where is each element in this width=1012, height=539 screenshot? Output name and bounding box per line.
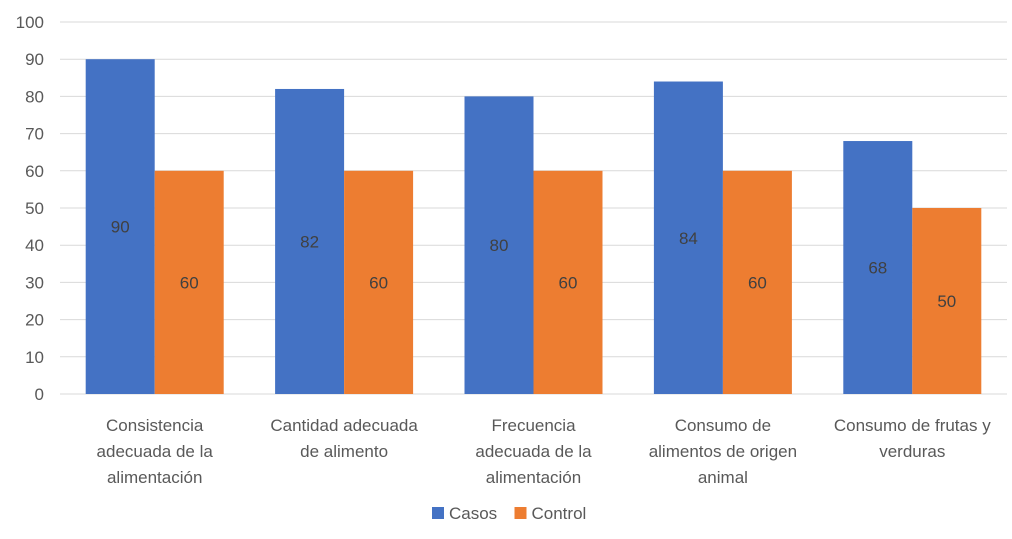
bar-casos-3	[464, 96, 534, 395]
x-axis-categories: Consistencia adecuada de la alimentación Ca…	[97, 416, 992, 487]
y-tick-label: 80	[25, 87, 44, 106]
legend-label-control: Control	[532, 504, 587, 523]
x-category-line: alimentación	[107, 468, 202, 487]
legend-label-casos: Casos	[449, 504, 497, 523]
y-tick-label: 100	[16, 13, 44, 32]
x-category-line: Consumo de	[675, 416, 771, 435]
data-label: 60	[369, 273, 388, 292]
x-category-line: alimentación	[486, 468, 581, 487]
bar-control-3	[533, 170, 603, 394]
data-label: 82	[300, 232, 319, 251]
x-category-line: verduras	[879, 442, 945, 461]
x-category-label: Cantidad adecuada de alimento	[270, 416, 418, 461]
data-label: 60	[559, 273, 578, 292]
y-tick-label: 90	[25, 50, 44, 69]
y-tick-label: 70	[25, 125, 44, 144]
y-tick-label: 30	[25, 273, 44, 292]
bar-casos-2	[275, 88, 345, 395]
legend: Casos Control	[432, 504, 586, 523]
x-category-line: de alimento	[300, 442, 388, 461]
y-tick-label: 0	[35, 385, 44, 404]
x-category-line: adecuada de la	[97, 442, 214, 461]
bar-casos-5	[843, 141, 913, 394]
data-label: 68	[868, 259, 887, 278]
x-category-label: Consumo de frutas y verduras	[834, 416, 991, 461]
bar-casos-1	[85, 59, 155, 394]
data-label: 80	[490, 236, 509, 255]
data-labels: 90 60 82 60 80 60 84 60 68 50	[111, 218, 957, 311]
data-label: 90	[111, 218, 130, 237]
bar-control-2	[344, 170, 414, 394]
x-category-line: Consistencia	[106, 416, 204, 435]
y-axis-ticks: 0 10 20 30 40 50 60 70 80 90 100	[16, 13, 44, 404]
x-category-line: Frecuencia	[491, 416, 576, 435]
x-category-line: alimentos de origen	[649, 442, 797, 461]
x-category-line: animal	[698, 468, 748, 487]
bar-control-1	[154, 170, 224, 394]
x-category-label: Consumo de alimentos de origen animal	[649, 416, 797, 487]
bar-control-5	[912, 208, 982, 394]
x-category-label: Frecuencia adecuada de la alimentación	[475, 416, 592, 487]
x-category-label: Consistencia adecuada de la alimentación	[97, 416, 214, 487]
x-category-line: adecuada de la	[475, 442, 592, 461]
y-tick-label: 10	[25, 348, 44, 367]
data-label: 60	[180, 273, 199, 292]
bar-control-4	[722, 170, 792, 394]
data-label: 84	[679, 229, 698, 248]
x-category-line: Consumo de frutas y	[834, 416, 991, 435]
y-tick-label: 40	[25, 236, 44, 255]
legend-swatch-casos	[432, 507, 444, 519]
data-label: 60	[748, 273, 767, 292]
bar-casos-4	[653, 81, 723, 395]
bars	[85, 59, 982, 395]
y-tick-label: 20	[25, 311, 44, 330]
data-label: 50	[937, 292, 956, 311]
y-tick-label: 50	[25, 199, 44, 218]
x-category-line: Cantidad adecuada	[270, 416, 418, 435]
y-tick-label: 60	[25, 162, 44, 181]
legend-swatch-control	[514, 507, 527, 519]
